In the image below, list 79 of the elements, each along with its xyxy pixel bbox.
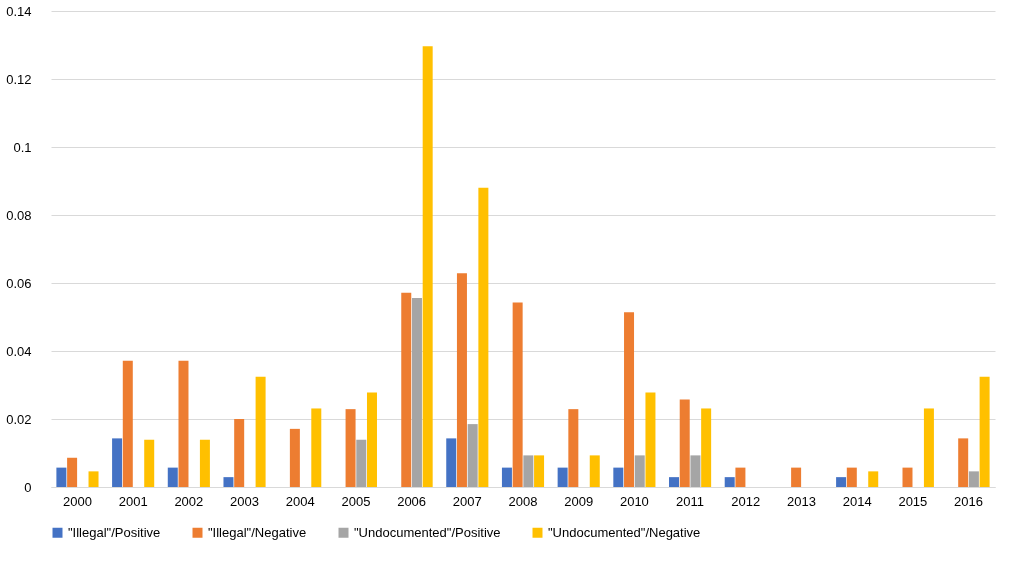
x-tick-label: 2006 [397,493,427,509]
x-tick-label: 2011 [676,493,705,509]
legend-label: "Undocumented"/Positive [354,524,501,540]
bar [846,467,857,487]
x-tick-label: 2015 [898,493,928,509]
bar [624,312,635,487]
bar [401,292,412,487]
x-tick-label: 2004 [285,493,315,509]
y-tick-label: 0.14 [6,3,32,19]
bar [645,392,656,487]
bar [958,438,969,487]
bar [690,455,701,487]
y-tick-label: 0 [24,479,32,495]
bar [724,477,735,487]
bar [836,477,847,487]
bar [178,360,189,487]
bar [701,408,712,487]
x-tick-label: 2000 [62,493,92,509]
y-tick-label: 0.12 [6,71,32,87]
x-tick-label: 2002 [174,493,204,509]
bar [735,467,746,487]
bar [791,467,802,487]
bar [411,297,422,487]
y-tick-label: 0.06 [6,275,32,291]
x-tick-label: 2005 [341,493,371,509]
x-tick-label: 2003 [230,493,259,509]
bar [679,399,690,487]
bar [478,187,489,487]
x-tick-label: 2012 [731,493,761,509]
bar [534,455,545,487]
bar [255,376,266,487]
bar [112,438,123,487]
bar [88,471,99,487]
x-tick-label: 2014 [842,493,872,509]
bar [613,467,624,487]
bar [456,273,467,487]
bar [289,428,300,487]
y-tick-label: 0.08 [6,207,32,223]
bar [311,408,322,487]
x-tick-label: 2013 [787,493,816,509]
bar [167,467,178,487]
y-tick-label: 0.02 [6,411,32,427]
bar [968,471,979,487]
bar [868,471,879,487]
bar [634,455,645,487]
x-tick-label: 2007 [452,493,482,509]
x-tick-label: 2016 [954,493,984,509]
bar [422,46,433,487]
bar [467,424,478,487]
bar [122,360,133,487]
bar [356,439,367,487]
bar [199,439,210,487]
bar [568,409,579,487]
bar [446,438,457,487]
bar [902,467,913,487]
x-tick-label: 2008 [508,493,538,509]
bar [979,376,990,487]
bar [557,467,568,487]
bar [501,467,512,487]
bar [345,409,356,487]
x-tick-label: 2001 [118,493,148,509]
bar [56,467,67,487]
bar [67,457,78,487]
bar [223,477,234,487]
bar [923,408,934,487]
bar [589,455,600,487]
bar [669,477,680,487]
bar [512,302,523,487]
bar [234,419,245,487]
legend-label: "Illegal"/Negative [208,524,307,540]
x-tick-label: 2010 [619,493,649,509]
x-tick-label: 2009 [564,493,594,509]
y-tick-label: 0.1 [13,139,32,155]
y-tick-label: 0.04 [6,343,32,359]
bar [144,439,155,487]
legend-label: "Undocumented"/Negative [548,524,701,540]
bar [523,455,534,487]
bar [366,392,377,487]
legend-label: "Illegal"/Positive [68,524,161,540]
